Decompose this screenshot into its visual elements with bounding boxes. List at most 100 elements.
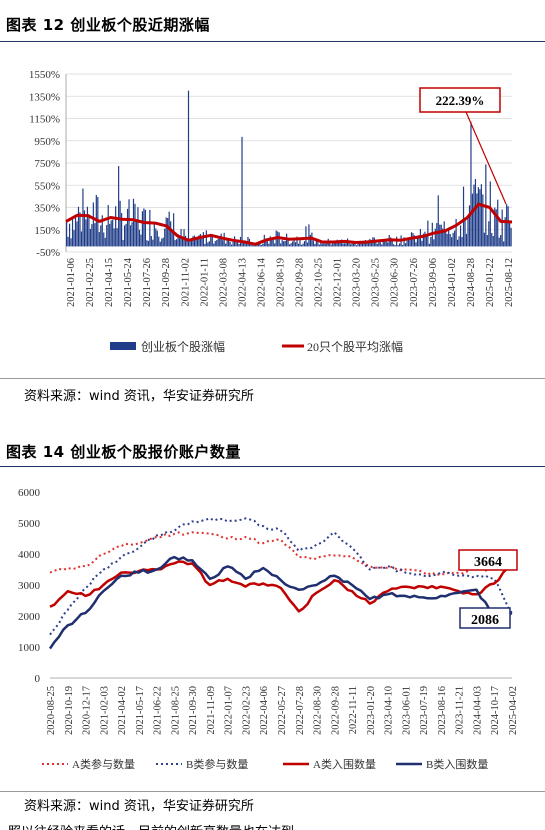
chart1-x-tick-label: 2023-03-20 [352, 258, 363, 307]
chart1-bar [256, 244, 258, 247]
chart1-bar [184, 235, 187, 247]
chart1-bar [205, 230, 207, 247]
chart1-bar [79, 212, 81, 247]
chart1-bar [379, 242, 381, 247]
chart2-x-tick-label: 2023-08-16 [437, 686, 448, 735]
chart1-bar [106, 224, 108, 247]
chart1-x-tick-label: 2021-01-06 [66, 258, 77, 307]
chart2-y-tick-label: 5000 [18, 518, 41, 530]
chart2-series-line [49, 517, 513, 636]
chart1-bar [315, 239, 317, 247]
chart1-bar [112, 219, 114, 247]
chart1-y-tick-label: 1350% [29, 91, 60, 103]
chart2-series-line [48, 555, 513, 650]
chart1-bar [358, 242, 361, 247]
chart1-bar [351, 241, 353, 247]
chart2-legend-label: B类入围数量 [426, 757, 488, 771]
chart1-bar [503, 241, 505, 247]
chart1-x-tick-label: 2022-04-13 [237, 258, 248, 307]
chart1-bar [146, 240, 148, 247]
chart1-bar [470, 121, 472, 247]
chart2-x-tick-label: 2022-05-27 [277, 686, 288, 735]
chart1-bar [437, 195, 439, 247]
chart1-bar [170, 221, 172, 247]
chart1-bar [329, 243, 331, 247]
chart1-avg-line [65, 202, 513, 246]
chart1-bar [208, 241, 210, 247]
chart1-bar [465, 233, 468, 247]
chart1-bar [459, 225, 462, 247]
chart1-bar [501, 209, 503, 247]
figure2-top-rule [0, 466, 545, 467]
chart1-bar [339, 240, 341, 247]
chart1-bar [210, 234, 212, 247]
chart1-bar [242, 243, 245, 247]
chart1-x-tick-label: 2021-04-15 [104, 258, 115, 307]
chart1-bar [216, 240, 218, 247]
chart2-x-tick-label: 2022-02-23 [241, 686, 252, 735]
chart1-bar [488, 221, 490, 247]
chart1-bar [309, 234, 312, 247]
chart1-bar [149, 209, 151, 247]
chart1-bar [300, 244, 303, 247]
chart1-bar [473, 184, 475, 247]
trailing-body-text: 照以往经验来看的话，目前的创新高数量也在达到 [0, 818, 545, 830]
chart1-bar [451, 237, 453, 247]
chart1-bar [167, 217, 169, 247]
chart1-bar [220, 233, 222, 247]
chart1-bar [306, 242, 309, 247]
chart1-bar [403, 237, 405, 247]
chart1-bar [207, 242, 209, 247]
chart2-x-tick-label: 2021-02-03 [99, 686, 110, 735]
chart1-bar [436, 223, 438, 247]
trailing-body-line: 照以往经验来看的话，目前的创新高数量也在达到 [8, 821, 294, 830]
chart1-bar [290, 243, 292, 247]
chart2-callout-box-a [458, 549, 518, 571]
chart1-bar [187, 90, 190, 247]
chart1-x-tick-label: 2021-07-26 [142, 258, 153, 307]
chart1-y-tick-label: 950% [34, 136, 60, 148]
chart1-bar [265, 241, 267, 247]
chart1-x-tick-label: 2025-08-12 [504, 258, 515, 307]
figure2-bottom-rule [0, 791, 545, 792]
chart1-bar [367, 240, 369, 247]
chart2-x-tick-label: 2022-04-06 [259, 686, 270, 735]
chart2-y-tick-label: 2000 [18, 611, 41, 623]
chart2-x-tick-label: 2021-08-25 [170, 686, 181, 735]
chart1-bar [91, 224, 93, 247]
chart1-bar [219, 236, 221, 247]
chart1-bar [202, 232, 204, 247]
chart1-bar [213, 243, 215, 247]
chart1-bar [158, 236, 160, 247]
chart2-x-tick-label: 2023-07-19 [419, 686, 430, 735]
chart1-bar [152, 239, 154, 247]
chart1-bar [509, 221, 511, 247]
chart1-bar [225, 243, 227, 247]
chart1-bar [401, 244, 404, 247]
chart2-callout-text-a: 3664 [474, 555, 502, 570]
chart2-x-tick-label: 2021-05-17 [135, 686, 146, 735]
chart1-bar [174, 240, 176, 247]
chart1-x-tick-label: 2024-08-28 [466, 258, 477, 307]
chart1-bar [235, 241, 237, 247]
chart1-bar [452, 232, 454, 247]
chart1-bar [375, 241, 377, 247]
chart1-bar [483, 232, 485, 247]
chart1-bar [480, 184, 482, 247]
chart1-bar [281, 239, 283, 247]
chart1-bar [245, 243, 248, 247]
chart1-bar [314, 243, 316, 247]
chart1-bar [430, 237, 432, 247]
chart2-x-tick-label: 2020-08-25 [46, 686, 57, 735]
chart1-bar [119, 200, 121, 247]
chart2-x-tick-label: 2021-04-02 [117, 686, 128, 735]
chart1-bar [464, 217, 466, 247]
chart1-bar [442, 228, 444, 247]
chart1-bar [274, 243, 276, 247]
chart1-bar [416, 236, 419, 247]
chart1-bar [440, 224, 442, 247]
chart2-x-tick-label: 2023-04-10 [384, 686, 395, 735]
figure1-top-rule [0, 41, 545, 42]
chart1-bar [100, 225, 102, 247]
chart1-bar [131, 222, 133, 247]
